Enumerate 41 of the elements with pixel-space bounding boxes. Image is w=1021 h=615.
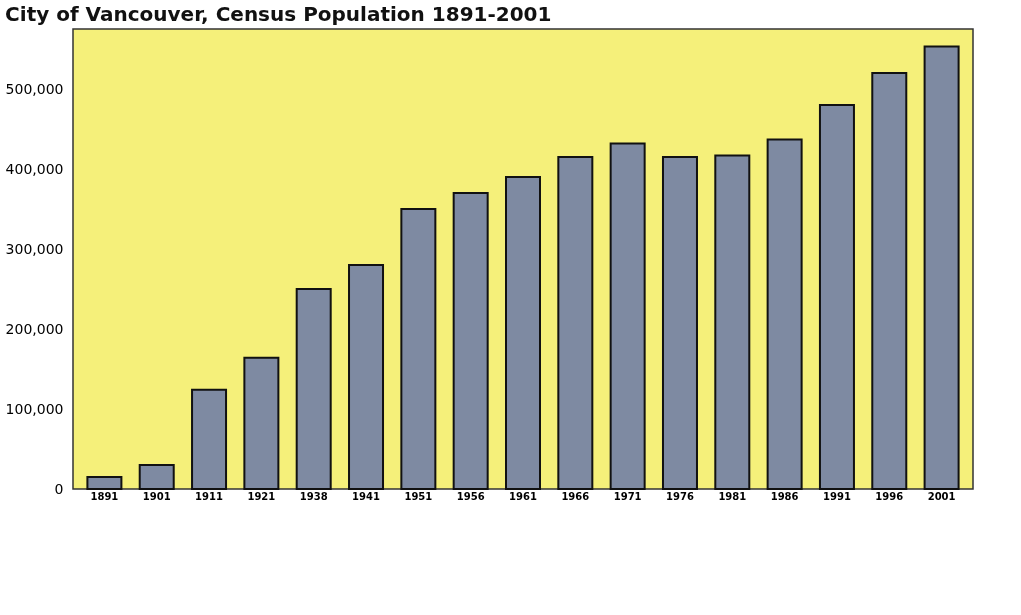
x-tick-label: 2001 bbox=[927, 490, 956, 502]
x-tick-label: 1941 bbox=[352, 490, 380, 502]
bar bbox=[661, 156, 698, 490]
x-tick-label: 1956 bbox=[456, 490, 485, 502]
x-tick-label: 1981 bbox=[718, 490, 747, 502]
x-tick-label: 1921 bbox=[247, 490, 276, 502]
y-tick-label: 400,000 bbox=[5, 160, 64, 177]
bar bbox=[86, 476, 123, 490]
x-tick-label: 1966 bbox=[561, 490, 590, 502]
bar bbox=[557, 156, 594, 490]
x-tick-label: 1996 bbox=[875, 490, 904, 502]
y-tick-label: 200,000 bbox=[5, 320, 64, 337]
bar bbox=[191, 388, 228, 490]
bar bbox=[766, 138, 803, 490]
x-tick-label: 1971 bbox=[613, 490, 642, 502]
bar bbox=[505, 176, 541, 490]
bar bbox=[818, 104, 855, 490]
y-tick-label: 300,000 bbox=[5, 240, 64, 257]
x-tick-label: 1901 bbox=[142, 490, 171, 502]
bar bbox=[871, 72, 908, 490]
x-tick-label: 1976 bbox=[666, 490, 694, 502]
bar bbox=[348, 264, 385, 490]
x-tick-label: 1951 bbox=[404, 490, 433, 502]
bar bbox=[609, 142, 646, 490]
y-tick-label: 500,000 bbox=[5, 80, 64, 97]
bar bbox=[295, 288, 332, 490]
x-tick-label: 1938 bbox=[299, 490, 328, 502]
bar bbox=[138, 464, 175, 490]
x-tick-label: 1986 bbox=[770, 490, 799, 502]
x-tick-label: 1891 bbox=[90, 490, 119, 502]
bar bbox=[923, 45, 960, 490]
bar bbox=[243, 356, 280, 490]
bar bbox=[452, 192, 489, 490]
y-tick-label: 0 bbox=[54, 480, 64, 497]
bar bbox=[400, 208, 437, 490]
x-tick-label: 1991 bbox=[823, 490, 851, 502]
y-tick-label: 100,000 bbox=[5, 400, 64, 417]
chart-title: City of Vancouver, Census Population 1891-2001 bbox=[5, 2, 552, 26]
bar bbox=[714, 154, 751, 490]
x-tick-label: 1961 bbox=[509, 490, 537, 502]
x-tick-label: 1911 bbox=[195, 490, 223, 502]
